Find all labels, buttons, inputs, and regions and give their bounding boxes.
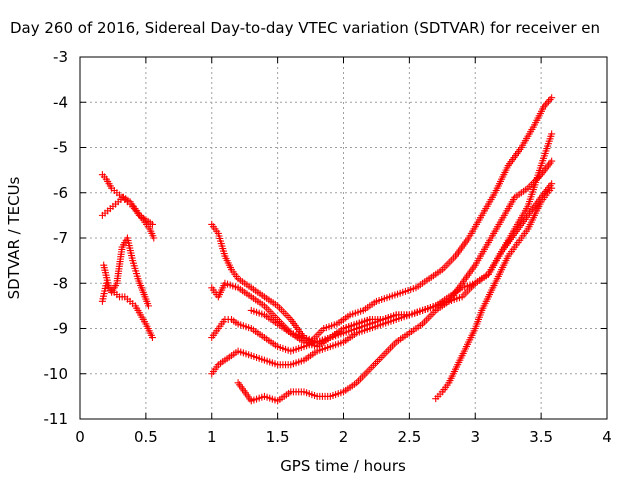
y-tick-label: -4 bbox=[53, 93, 68, 111]
y-tick-label: -11 bbox=[44, 410, 69, 428]
data-point bbox=[148, 334, 156, 342]
data-point-interp bbox=[545, 97, 553, 105]
y-tick-label: -3 bbox=[53, 48, 68, 66]
y-tick-label: -10 bbox=[44, 365, 69, 383]
x-tick-label: 2 bbox=[339, 428, 349, 446]
x-axis-label: GPS time / hours bbox=[280, 457, 406, 475]
y-axis-label: SDTVAR / TECUs bbox=[5, 176, 23, 299]
series-arc-3 bbox=[432, 184, 556, 403]
data-point-interp bbox=[543, 99, 551, 107]
data-point bbox=[548, 94, 556, 102]
data-point bbox=[148, 220, 156, 228]
chart-title: Day 260 of 2016, Sidereal Day-to-day VTE… bbox=[10, 19, 600, 37]
series-arc-2b bbox=[208, 94, 556, 346]
y-tick-label: -8 bbox=[53, 274, 68, 292]
data-point bbox=[150, 234, 158, 242]
data-point bbox=[145, 302, 153, 310]
series-arc-1b bbox=[98, 193, 158, 242]
x-tick-label: 0 bbox=[75, 428, 85, 446]
y-tick-label: -5 bbox=[53, 139, 68, 157]
series-arc-1c bbox=[100, 261, 156, 342]
y-tick-label: -7 bbox=[53, 229, 68, 247]
grid bbox=[80, 57, 607, 419]
data-point bbox=[366, 315, 374, 323]
x-tick-label: 1 bbox=[207, 428, 217, 446]
series-arc-2e bbox=[234, 130, 556, 405]
y-tick-label: -9 bbox=[53, 320, 68, 338]
x-tick-label: 3 bbox=[470, 428, 480, 446]
x-tick-label: 0.5 bbox=[134, 428, 158, 446]
y-tick-label: -6 bbox=[53, 184, 68, 202]
data-marks bbox=[98, 94, 556, 405]
data-point-interp bbox=[546, 96, 554, 104]
data-point bbox=[548, 130, 556, 138]
x-tick-label: 2.5 bbox=[397, 428, 421, 446]
series-arc-1d bbox=[98, 234, 153, 310]
series-arc-2f bbox=[247, 306, 374, 346]
x-tick-label: 1.5 bbox=[266, 428, 290, 446]
data-point bbox=[548, 184, 556, 192]
x-tick-label: 4 bbox=[602, 428, 612, 446]
x-tick-label: 3.5 bbox=[529, 428, 553, 446]
axis-ticks: 0 0.5 1 1.5 2 2.5 3 3.5 4 -11 -10 -9 -8 -7 -6 -5 -4 -3 bbox=[44, 48, 612, 446]
series-arc-2d bbox=[208, 157, 556, 378]
data-point bbox=[548, 157, 556, 165]
